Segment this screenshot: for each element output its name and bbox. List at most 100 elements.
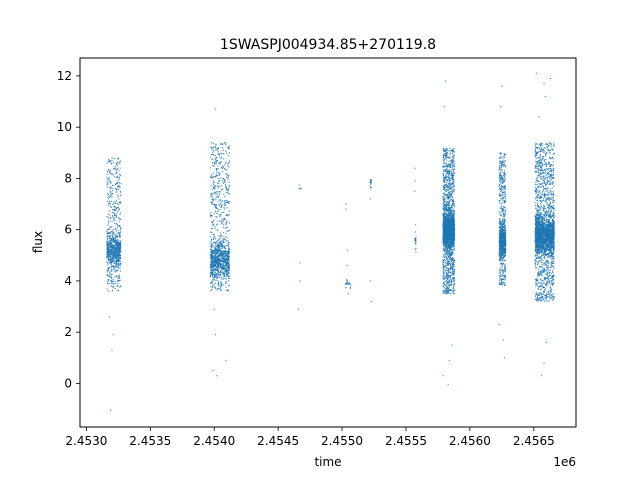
- data-point: [443, 268, 446, 270]
- data-point: [444, 200, 446, 202]
- data-point: [221, 167, 224, 170]
- data-point: [118, 184, 120, 186]
- data-point: [504, 212, 506, 214]
- data-point: [452, 202, 454, 204]
- data-point: [448, 201, 450, 203]
- data-point: [227, 239, 229, 242]
- data-point: [114, 249, 116, 252]
- data-point: [217, 282, 219, 284]
- data-point: [224, 168, 226, 171]
- data-point: [449, 277, 451, 279]
- data-point: [218, 248, 220, 250]
- data-point: [214, 159, 216, 161]
- data-point: [111, 249, 113, 251]
- data-point: [106, 192, 109, 194]
- data-point: [499, 199, 502, 201]
- data-point: [213, 186, 215, 188]
- data-point: [442, 261, 445, 264]
- data-point: [221, 266, 223, 268]
- data-point: [212, 369, 214, 372]
- data-point: [214, 146, 217, 148]
- data-point: [227, 243, 230, 246]
- data-point: [211, 198, 213, 200]
- data-point: [218, 153, 221, 155]
- data-point: [118, 220, 120, 222]
- data-point: [218, 203, 220, 205]
- data-point: [450, 191, 452, 193]
- data-point: [215, 224, 218, 226]
- data-point: [442, 169, 445, 171]
- data-point: [369, 182, 372, 184]
- data-point: [213, 246, 216, 248]
- data-point: [223, 274, 226, 277]
- data-point: [217, 254, 219, 257]
- data-point: [221, 246, 223, 248]
- data-point: [106, 240, 108, 243]
- data-point: [214, 238, 217, 240]
- data-point: [214, 273, 216, 275]
- data-point: [112, 258, 114, 260]
- data-point: [218, 245, 220, 247]
- data-point: [113, 206, 115, 208]
- data-point: [453, 248, 456, 250]
- data-point: [451, 189, 454, 191]
- data-point: [218, 259, 221, 261]
- data-point: [106, 244, 108, 246]
- data-point: [226, 260, 228, 263]
- data-point: [448, 257, 451, 259]
- data-point: [451, 186, 453, 188]
- data-point: [450, 159, 453, 161]
- data-point: [448, 191, 450, 193]
- data-point: [216, 269, 219, 271]
- data-point: [215, 204, 218, 206]
- data-point: [448, 251, 451, 253]
- data-point: [444, 205, 446, 207]
- data-point: [448, 230, 450, 233]
- data-point: [210, 193, 212, 196]
- data-point: [212, 175, 215, 178]
- data-point: [451, 224, 453, 227]
- data-point: [118, 198, 120, 200]
- data-point: [226, 269, 228, 271]
- data-point: [114, 251, 116, 254]
- data-point: [453, 158, 455, 160]
- data-point: [113, 222, 116, 224]
- data-point: [447, 172, 449, 174]
- data-point: [108, 170, 110, 173]
- data-point: [112, 161, 115, 164]
- data-point: [450, 234, 453, 236]
- data-point: [107, 264, 109, 266]
- data-point: [110, 173, 112, 175]
- data-point: [214, 210, 217, 213]
- data-point: [115, 249, 117, 251]
- data-point: [114, 175, 116, 178]
- data-point: [215, 252, 218, 254]
- data-point: [115, 264, 117, 266]
- data-point: [223, 153, 225, 155]
- data-point: [216, 212, 218, 215]
- data-point: [450, 212, 453, 215]
- data-point: [222, 273, 224, 275]
- data-point: [449, 264, 452, 266]
- data-point: [445, 247, 447, 249]
- data-point: [110, 238, 112, 240]
- data-point: [445, 259, 447, 261]
- data-point: [442, 177, 445, 179]
- data-point: [452, 213, 455, 216]
- data-point: [446, 274, 448, 276]
- data-point: [500, 207, 502, 210]
- data-point: [212, 161, 214, 164]
- data-point: [449, 197, 451, 199]
- data-point: [499, 212, 501, 214]
- data-point: [115, 216, 117, 218]
- data-point: [216, 171, 218, 173]
- data-point: [221, 243, 223, 246]
- data-point: [228, 274, 230, 277]
- data-point: [106, 253, 108, 256]
- data-point: [106, 181, 108, 183]
- data-point: [213, 276, 216, 279]
- data-point: [348, 282, 350, 284]
- data-point: [228, 222, 231, 224]
- data-point: [223, 202, 226, 204]
- data-point: [449, 165, 452, 167]
